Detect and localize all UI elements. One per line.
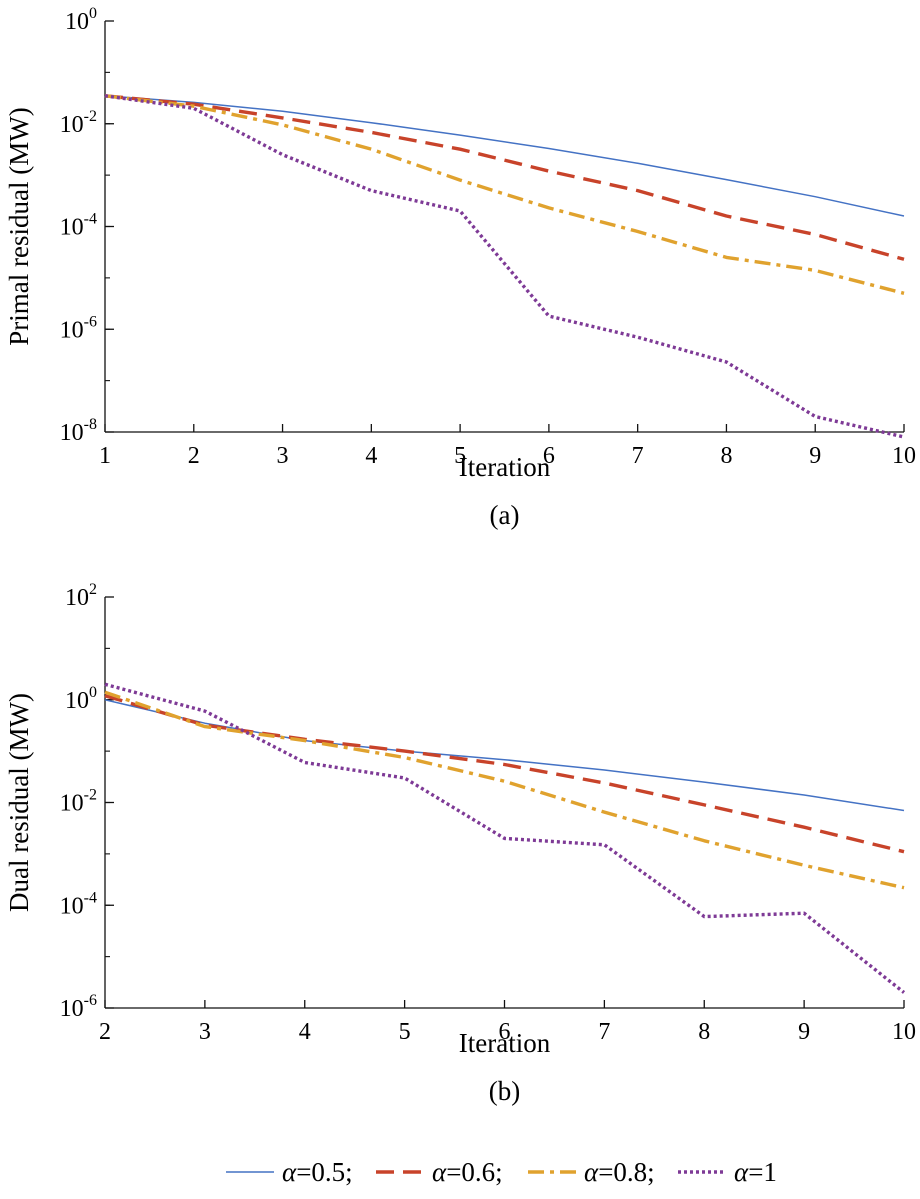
x-tick-label: 10 (892, 1019, 916, 1045)
series-line-2 (104, 694, 905, 854)
series-line-1 (104, 95, 905, 217)
x-tick-label: 2 (188, 443, 200, 469)
x-axis-label: Iteration (459, 452, 551, 482)
x-tick-label: 3 (199, 1019, 211, 1045)
series-line-3 (104, 94, 905, 295)
x-tick-label: 3 (277, 443, 289, 469)
panel-caption: (a) (490, 500, 520, 530)
y-tick-label: 10-2 (60, 787, 97, 817)
x-tick-label: 9 (798, 1019, 810, 1045)
y-tick-label: 10-2 (60, 108, 97, 138)
chart-panel-a: 1 2 3 4 5 6 7 8 9 10 100 10-2 10-4 10-6 10-8 Iteration P… (4, 5, 916, 530)
x-tick-label: 8 (720, 443, 732, 469)
x-tick-label: 6 (499, 1019, 511, 1045)
x-tick-label: 8 (698, 1019, 710, 1045)
x-tick-label: 5 (454, 443, 466, 469)
legend-label: α=0.5; (282, 1157, 353, 1187)
series-line-3 (104, 690, 905, 890)
panel-caption: (b) (489, 1076, 520, 1106)
y-tick-label: 100 (65, 5, 97, 35)
series-line-2 (104, 94, 905, 261)
x-tick-label: 7 (598, 1019, 610, 1045)
x-tick-label: 4 (299, 1019, 311, 1045)
x-tick-label: 9 (809, 443, 821, 469)
x-tick-label: 2 (99, 1019, 111, 1045)
y-tick-label: 10-6 (60, 313, 97, 343)
series-line-4 (104, 94, 905, 439)
y-tick-label: 102 (65, 581, 97, 611)
x-tick-label: 10 (892, 443, 916, 469)
y-axis-label: Primal residual (MW) (4, 107, 34, 345)
x-tick-label: 4 (365, 443, 377, 469)
x-tick-label: 7 (632, 443, 644, 469)
series-line-1 (104, 699, 905, 812)
x-tick-label: 1 (99, 443, 111, 469)
legend: α=0.5; α=0.6; α=0.8; α=1 (226, 1157, 777, 1187)
x-tick-label: 6 (543, 443, 555, 469)
legend-label: α=0.6; (432, 1157, 503, 1187)
y-tick-label: 10-4 (60, 889, 97, 919)
chart-panel-b: 2 3 4 5 6 7 8 9 10 102 100 10-2 10-4 10-6 Iteration Dua… (4, 581, 916, 1106)
legend-label: α=0.8; (584, 1157, 655, 1187)
y-tick-label: 10-6 (60, 992, 97, 1022)
y-tick-label: 100 (65, 684, 97, 714)
legend-label: α=1 (734, 1157, 777, 1187)
x-axis-label: Iteration (459, 1028, 551, 1058)
y-tick-label: 10-4 (60, 211, 97, 241)
x-tick-label: 5 (399, 1019, 411, 1045)
y-axis-label: Dual residual (MW) (4, 693, 34, 912)
y-tick-label: 10-8 (60, 416, 97, 446)
series-line-4 (104, 682, 906, 994)
